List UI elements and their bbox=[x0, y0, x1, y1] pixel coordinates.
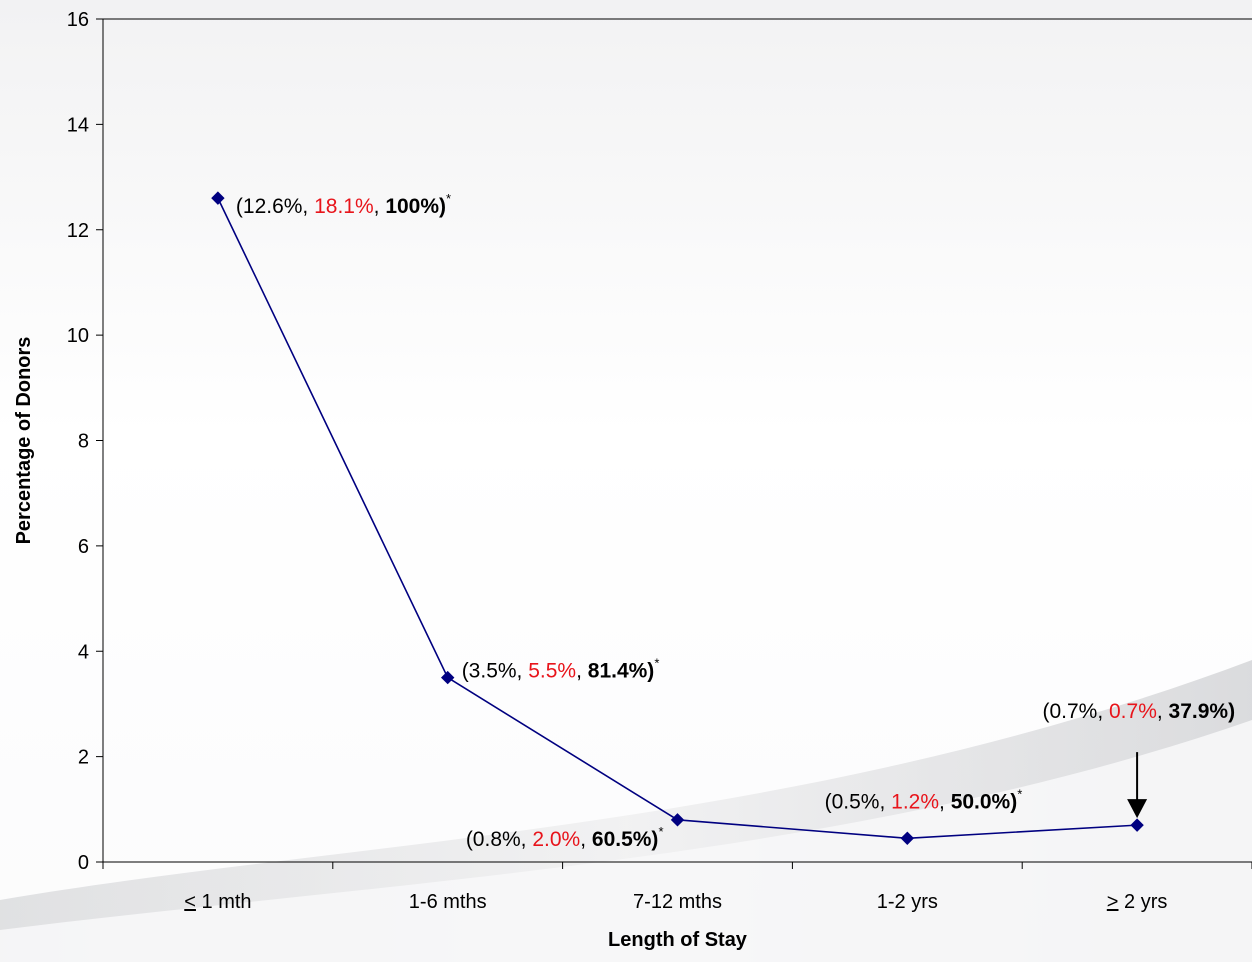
y-tick-label: 2 bbox=[78, 747, 89, 769]
data-point-marker bbox=[900, 831, 915, 845]
y-tick-label: 0 bbox=[78, 852, 89, 874]
y-tick-label: 16 bbox=[67, 9, 89, 31]
data-annotation: (0.5%, 1.2%, 50.0%)* bbox=[825, 786, 1023, 813]
data-annotation: (0.8%, 2.0%, 60.5%)* bbox=[466, 824, 664, 851]
y-axis-ticks: 0 2 4 6 8 10 12 14 16 bbox=[67, 9, 103, 874]
y-tick-label: 10 bbox=[67, 325, 89, 347]
data-annotation: (3.5%, 5.5%, 81.4%)* bbox=[462, 656, 660, 683]
x-tick-label: 7-12 mths bbox=[633, 891, 722, 913]
annotation-arrow bbox=[1127, 752, 1148, 819]
y-tick-label: 12 bbox=[67, 220, 89, 242]
data-point-marker bbox=[1130, 818, 1144, 832]
data-annotations: (12.6%, 18.1%, 100%)* (3.5%, 5.5%, 81.4%)… bbox=[236, 191, 1235, 851]
x-tick-label: 1-2 yrs bbox=[877, 891, 938, 913]
data-point-marker bbox=[670, 813, 685, 827]
y-tick-label: 8 bbox=[78, 431, 89, 453]
x-tick-label: > 2 yrs bbox=[1107, 891, 1168, 913]
y-tick-label: 14 bbox=[67, 114, 89, 136]
data-annotation: (0.7%, 0.7%, 37.9%) bbox=[1042, 700, 1235, 723]
x-axis-title: Length of Stay bbox=[608, 929, 748, 951]
y-tick-label: 6 bbox=[78, 536, 89, 558]
x-tick-label: 1-6 mths bbox=[409, 891, 487, 913]
series-line bbox=[217, 197, 1138, 840]
x-axis-ticks: < 1 mth 1-6 mths 7-12 mths 1-2 yrs > 2 yrs bbox=[102, 862, 1252, 913]
data-point-marker bbox=[211, 191, 225, 205]
y-axis-title: Percentage of Donors bbox=[13, 337, 35, 545]
data-point-marker bbox=[440, 670, 455, 685]
x-tick-label: < 1 mth bbox=[184, 891, 251, 913]
series-percentage-of-donors bbox=[211, 191, 1144, 845]
data-annotation: (12.6%, 18.1%, 100%)* bbox=[236, 191, 451, 218]
y-tick-label: 4 bbox=[78, 641, 89, 663]
arrow-head bbox=[1127, 799, 1148, 819]
